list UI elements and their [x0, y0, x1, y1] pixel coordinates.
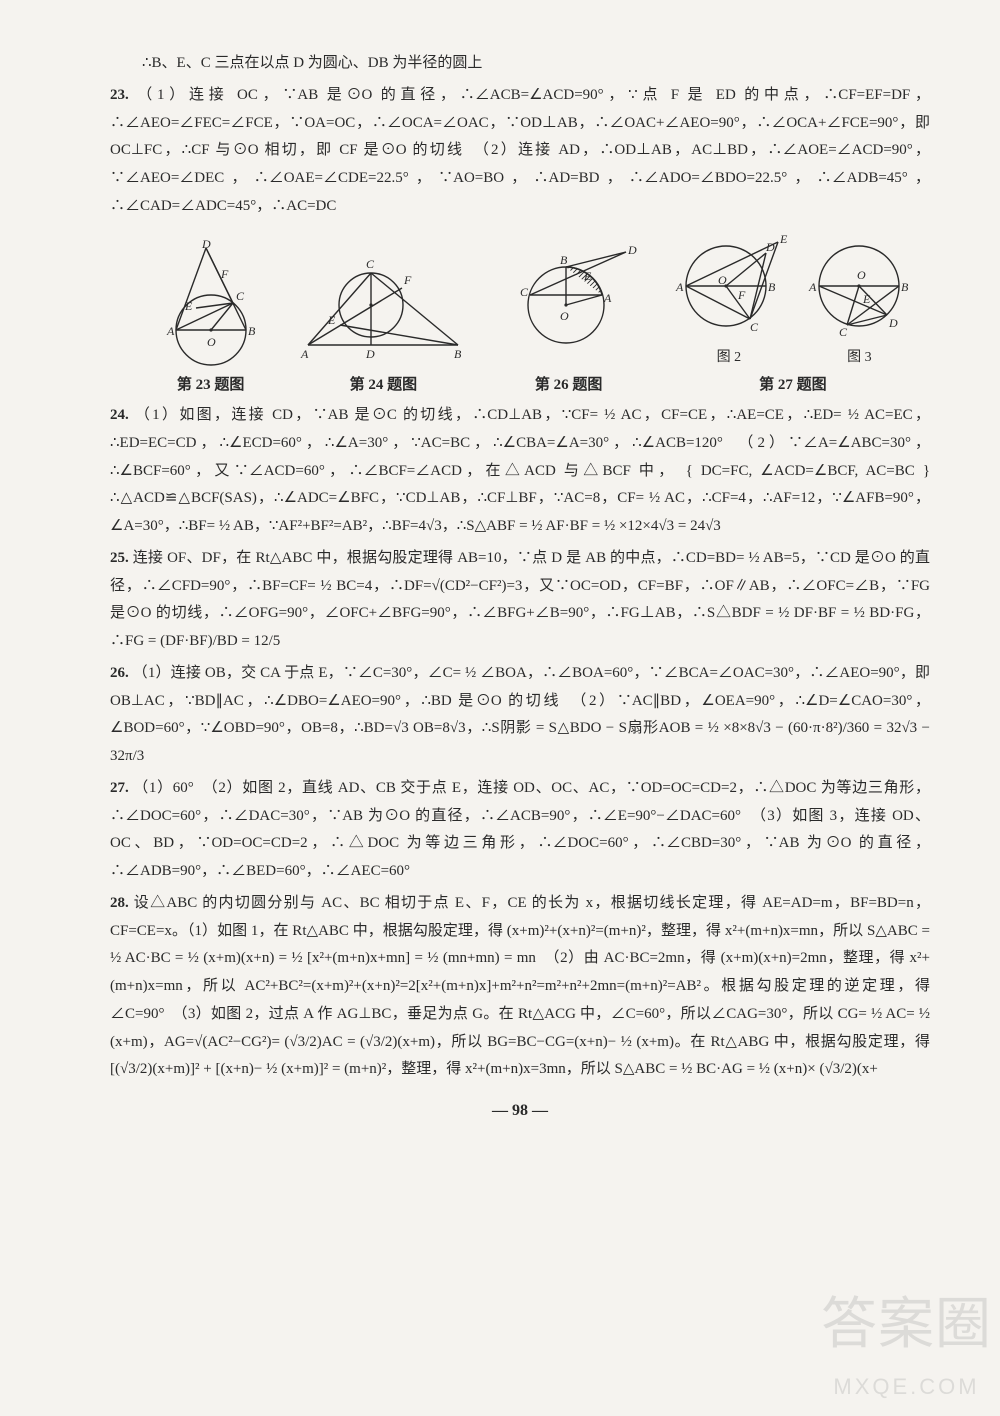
svg-text:E: E [779, 232, 788, 246]
problem-number: 25. [110, 550, 129, 566]
problem-27: 27. （1）60° （2）如图 2，直线 AD、CB 交于点 E，连接 OD、… [110, 775, 930, 886]
figure-26-svg: O A B C D E [496, 240, 641, 370]
svg-text:D: D [201, 240, 211, 251]
problem-25: 25. 连接 OF、DF，在 Rt△ABC 中，根据勾股定理得 AB=10，∵点… [110, 545, 930, 656]
svg-text:E: E [184, 299, 193, 313]
figure-27a-caption: 图 2 [717, 345, 742, 371]
svg-text:A: A [166, 324, 175, 338]
figure-23-svg: A B O C D E F [151, 240, 271, 370]
svg-text:D: D [365, 347, 375, 361]
svg-text:A: A [300, 347, 309, 361]
svg-text:F: F [403, 273, 412, 287]
figure-27b-svg: A B O C D E [799, 231, 919, 343]
watermark: 答案圈 MXQE.COM [821, 1272, 992, 1408]
svg-text:O: O [207, 335, 216, 349]
page-number: — 98 — [110, 1096, 930, 1126]
figure-26: O A B C D E 第 26 题图 [496, 240, 641, 400]
svg-text:C: C [366, 257, 375, 271]
problem-text: （1）60° （2）如图 2，直线 AD、CB 交于点 E，连接 OD、OC、A… [110, 780, 930, 879]
figure-27b: A B O C D E 图 3 [799, 231, 919, 371]
svg-text:O: O [857, 268, 866, 282]
problem-text: （1）连接 OC，∵AB 是⊙O 的直径，∴∠ACB=∠ACD=90°，∵点 F… [110, 87, 930, 214]
figure-27-caption: 第 27 题图 [759, 372, 827, 400]
svg-text:F: F [220, 267, 229, 281]
problem-text: 设△ABC 的内切圆分别与 AC、BC 相切于点 E、F，CE 的长为 x，根据… [110, 895, 930, 1078]
svg-text:E: E [862, 292, 871, 306]
problem-24: 24. （1）如图，连接 CD，∵AB 是⊙C 的切线，∴CD⊥AB，∵CF= … [110, 402, 930, 541]
svg-text:A: A [675, 280, 684, 294]
problem-text: ∴△ACD≌△BCF(SAS)，∴∠ADC=∠BFC，∵CD⊥AB，∴CF⊥BF… [110, 490, 930, 534]
watermark-url: MXQE.COM [821, 1367, 992, 1408]
figure-24: A B C D E F 第 24 题图 [296, 240, 471, 400]
svg-text:B: B [248, 324, 256, 338]
problem-number: 28. [110, 895, 129, 911]
problem-28: 28. 设△ABC 的内切圆分别与 AC、BC 相切于点 E、F，CE 的长为 … [110, 890, 930, 1084]
svg-text:A: A [603, 291, 612, 305]
svg-text:E: E [327, 313, 336, 327]
svg-text:C: C [750, 320, 759, 334]
svg-text:D: D [888, 316, 898, 330]
figure-27a: AB OC DE F 图 2 [666, 231, 791, 371]
problem-23: 23. （1）连接 OC，∵AB 是⊙O 的直径，∴∠ACB=∠ACD=90°，… [110, 82, 930, 221]
figure-24-svg: A B C D E F [296, 240, 471, 370]
problem-number: 27. [110, 780, 129, 796]
svg-text:O: O [560, 309, 569, 323]
problem-number: 23. [110, 87, 129, 103]
figure-23-caption: 第 23 题图 [177, 372, 245, 400]
svg-text:C: C [236, 289, 245, 303]
problem-brace: { DC=FC, ∠ACD=∠BCF, AC=BC } [686, 463, 930, 479]
svg-text:B: B [768, 280, 776, 294]
svg-text:B: B [454, 347, 462, 361]
problem-number: 26. [110, 665, 129, 681]
problem-text: 连接 OF、DF，在 Rt△ABC 中，根据勾股定理得 AB=10，∵点 D 是… [110, 550, 930, 649]
figure-24-caption: 第 24 题图 [350, 372, 418, 400]
svg-text:D: D [627, 243, 637, 257]
watermark-chars: 答案圈 [821, 1272, 992, 1376]
problem-26: 26. （1）连接 OB，交 CA 于点 E，∵∠C=30°，∠C= ½ ∠BO… [110, 660, 930, 771]
svg-text:E: E [583, 269, 592, 283]
problem-text: （1）连接 OB，交 CA 于点 E，∵∠C=30°，∠C= ½ ∠BOA，∴∠… [110, 665, 930, 764]
svg-text:F: F [737, 288, 746, 302]
figure-27-group: AB OC DE F 图 2 [666, 231, 919, 401]
svg-text:D: D [765, 240, 775, 254]
svg-text:A: A [808, 280, 817, 294]
svg-text:C: C [839, 325, 848, 339]
figures-row: AB OC DE F 第 23 题图 [110, 225, 930, 403]
figure-27b-caption: 图 3 [847, 345, 872, 371]
svg-text:B: B [560, 253, 568, 267]
figure-26-caption: 第 26 题图 [535, 372, 603, 400]
lead-line: ∴B、E、C 三点在以点 D 为圆心、DB 为半径的圆上 [110, 50, 930, 78]
figure-23: A B O C D E F 第 23 题图 [151, 240, 271, 400]
svg-text:B: B [901, 280, 909, 294]
problem-number: 24. [110, 407, 129, 423]
svg-text:C: C [520, 285, 529, 299]
figure-27a-svg: AB OC DE F [666, 231, 791, 343]
